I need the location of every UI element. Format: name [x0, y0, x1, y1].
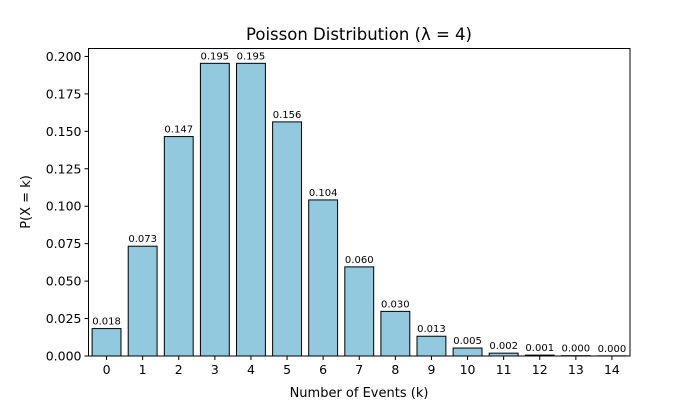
- data-label-13: 0.000: [562, 344, 591, 355]
- bar-3: [199, 62, 230, 357]
- y-tick-label: 0.175: [46, 86, 82, 101]
- data-label-11: 0.002: [489, 341, 518, 352]
- x-tick-label: 2: [175, 362, 183, 377]
- bar-9: [416, 335, 447, 357]
- x-axis-label: Number of Events (k): [290, 386, 429, 400]
- x-tick-label: 13: [568, 362, 584, 377]
- x-tick-label: 7: [355, 362, 363, 377]
- data-label-14: 0.000: [598, 344, 627, 355]
- y-tick-label: 0.125: [46, 161, 82, 176]
- data-label-9: 0.013: [417, 324, 446, 335]
- y-tick-label: 0.025: [46, 311, 82, 326]
- data-label-8: 0.030: [381, 299, 410, 310]
- x-tick-label: 14: [604, 362, 620, 377]
- y-tick-label: 0.100: [46, 199, 82, 214]
- data-label-2: 0.147: [164, 125, 193, 136]
- x-tick-label: 3: [211, 362, 219, 377]
- x-tick-label: 5: [283, 362, 291, 377]
- bar-1: [127, 245, 158, 357]
- data-label-4: 0.195: [237, 51, 266, 62]
- data-label-6: 0.104: [309, 188, 338, 199]
- y-tick-label: 0.075: [46, 236, 82, 251]
- x-tick-label: 6: [319, 362, 327, 377]
- y-axis-label: P(X = k): [19, 175, 34, 229]
- data-label-12: 0.001: [525, 343, 554, 354]
- x-tick-label: 10: [460, 362, 476, 377]
- data-label-5: 0.156: [273, 110, 302, 121]
- bar-2: [163, 136, 194, 357]
- x-tick-label: 0: [103, 362, 111, 377]
- bar-7: [344, 266, 375, 357]
- y-tick-label: 0.000: [46, 349, 82, 364]
- chart-title: Poisson Distribution (λ = 4): [246, 25, 472, 44]
- bar-5: [272, 121, 302, 357]
- x-tick-label: 8: [391, 362, 399, 377]
- data-label-7: 0.060: [345, 255, 374, 266]
- y-tick-label: 0.150: [46, 124, 82, 139]
- x-tick-label: 4: [247, 362, 255, 377]
- bar-10: [452, 347, 483, 357]
- x-tick-label: 11: [496, 362, 512, 377]
- data-label-10: 0.005: [453, 336, 482, 347]
- data-label-0: 0.018: [92, 317, 121, 328]
- x-tick-label: 12: [532, 362, 548, 377]
- bar-4: [236, 62, 266, 357]
- y-tick-label: 0.200: [46, 49, 82, 64]
- bar-0: [91, 328, 122, 357]
- x-tick-label: 9: [427, 362, 435, 377]
- bar-8: [380, 310, 411, 357]
- data-label-1: 0.073: [128, 234, 157, 245]
- plot-frame: [88, 48, 631, 357]
- data-label-3: 0.195: [201, 51, 230, 62]
- y-tick-label: 0.050: [46, 274, 82, 289]
- x-tick-label: 1: [139, 362, 147, 377]
- bar-6: [308, 199, 339, 357]
